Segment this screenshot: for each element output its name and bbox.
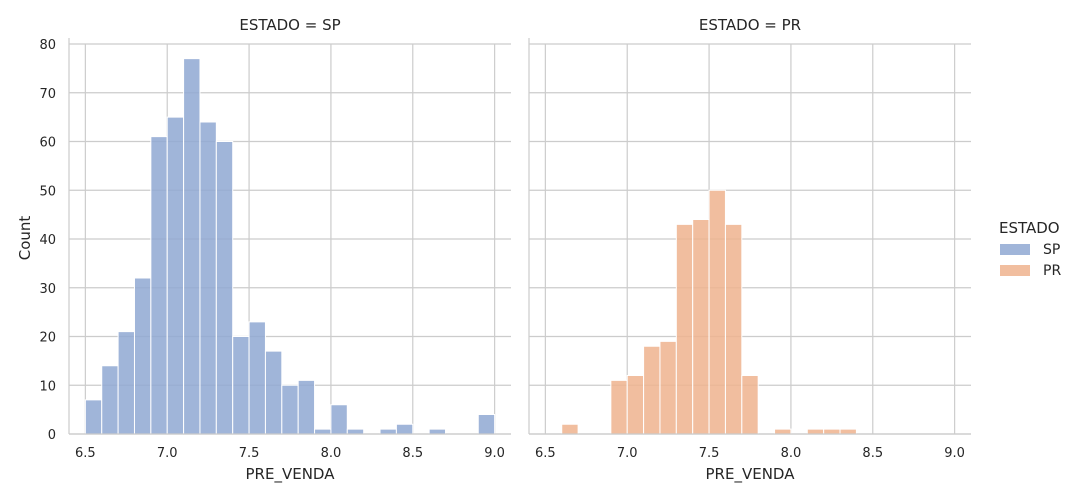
legend-swatch: [1000, 244, 1030, 255]
histogram-bar: [823, 428, 841, 435]
x-tick-label: 6.5: [75, 446, 96, 461]
histogram-bar: [101, 365, 119, 435]
legend-title: ESTADO: [999, 219, 1060, 237]
y-tick-label: 30: [39, 282, 56, 297]
histogram-bar: [428, 428, 447, 435]
histogram-bar: [297, 379, 316, 435]
y-tick-label: 0: [48, 428, 56, 443]
histogram-bar: [150, 136, 168, 435]
histogram-bar: [741, 375, 759, 435]
x-axis-title: PRE_VENDA: [246, 465, 336, 484]
x-tick-label: 8.0: [781, 446, 802, 461]
x-tick-label: 8.5: [402, 446, 423, 461]
y-tick-label: 40: [39, 233, 56, 248]
x-tick-label: 8.0: [321, 446, 342, 461]
histogram-bar: [724, 223, 743, 435]
histogram-bar: [659, 340, 677, 435]
histogram-bar: [477, 414, 496, 435]
histogram-bar: [215, 141, 234, 435]
x-tick-label: 7.5: [239, 446, 260, 461]
histogram-bar: [643, 345, 661, 435]
y-tick-label: 10: [39, 379, 56, 394]
y-tick-label: 50: [39, 184, 56, 199]
legend-swatch: [1000, 265, 1030, 276]
panel-title: ESTADO = PR: [699, 16, 801, 34]
x-tick-label: 7.5: [699, 446, 720, 461]
histogram-bar: [117, 331, 135, 435]
histogram-bar: [692, 219, 710, 435]
legend-label: PR: [1043, 263, 1061, 279]
x-tick-label: 7.0: [617, 446, 638, 461]
x-tick-label: 7.0: [157, 446, 178, 461]
histogram-bar: [561, 423, 579, 435]
histogram-bar: [330, 404, 348, 435]
histogram-bar: [379, 428, 397, 435]
y-tick-label: 20: [39, 331, 56, 346]
histogram-bar: [232, 336, 250, 435]
histogram-bar: [626, 375, 645, 435]
legend-label: SP: [1043, 242, 1060, 258]
histogram-bar: [183, 58, 201, 435]
histogram-bar: [395, 423, 414, 435]
histogram-bar: [248, 321, 266, 435]
x-tick-label: 8.5: [862, 446, 883, 461]
x-tick-label: 6.5: [535, 446, 556, 461]
x-axis-title: PRE_VENDA: [706, 465, 796, 484]
y-tick-label: 70: [39, 87, 56, 102]
histogram-bar: [346, 428, 365, 435]
x-tick-label: 9.0: [944, 446, 965, 461]
histogram-bar: [708, 189, 726, 435]
histogram-bar: [84, 399, 103, 435]
histogram-bar: [281, 384, 299, 435]
histogram-bar: [264, 350, 283, 435]
histogram-bar: [839, 428, 857, 435]
y-axis-title: Count: [16, 216, 34, 261]
histogram-bar: [133, 277, 152, 435]
y-tick-label: 60: [39, 136, 56, 151]
histogram-bar: [166, 116, 185, 435]
histogram-bar: [774, 428, 792, 435]
histogram-bar: [610, 379, 628, 435]
histogram-bar: [314, 428, 332, 435]
x-tick-label: 9.0: [484, 446, 505, 461]
panel-title: ESTADO = SP: [239, 16, 340, 34]
histogram-bar: [806, 428, 825, 435]
y-tick-label: 80: [39, 38, 56, 53]
histogram-bar: [675, 223, 694, 435]
histogram-bar: [199, 121, 217, 435]
